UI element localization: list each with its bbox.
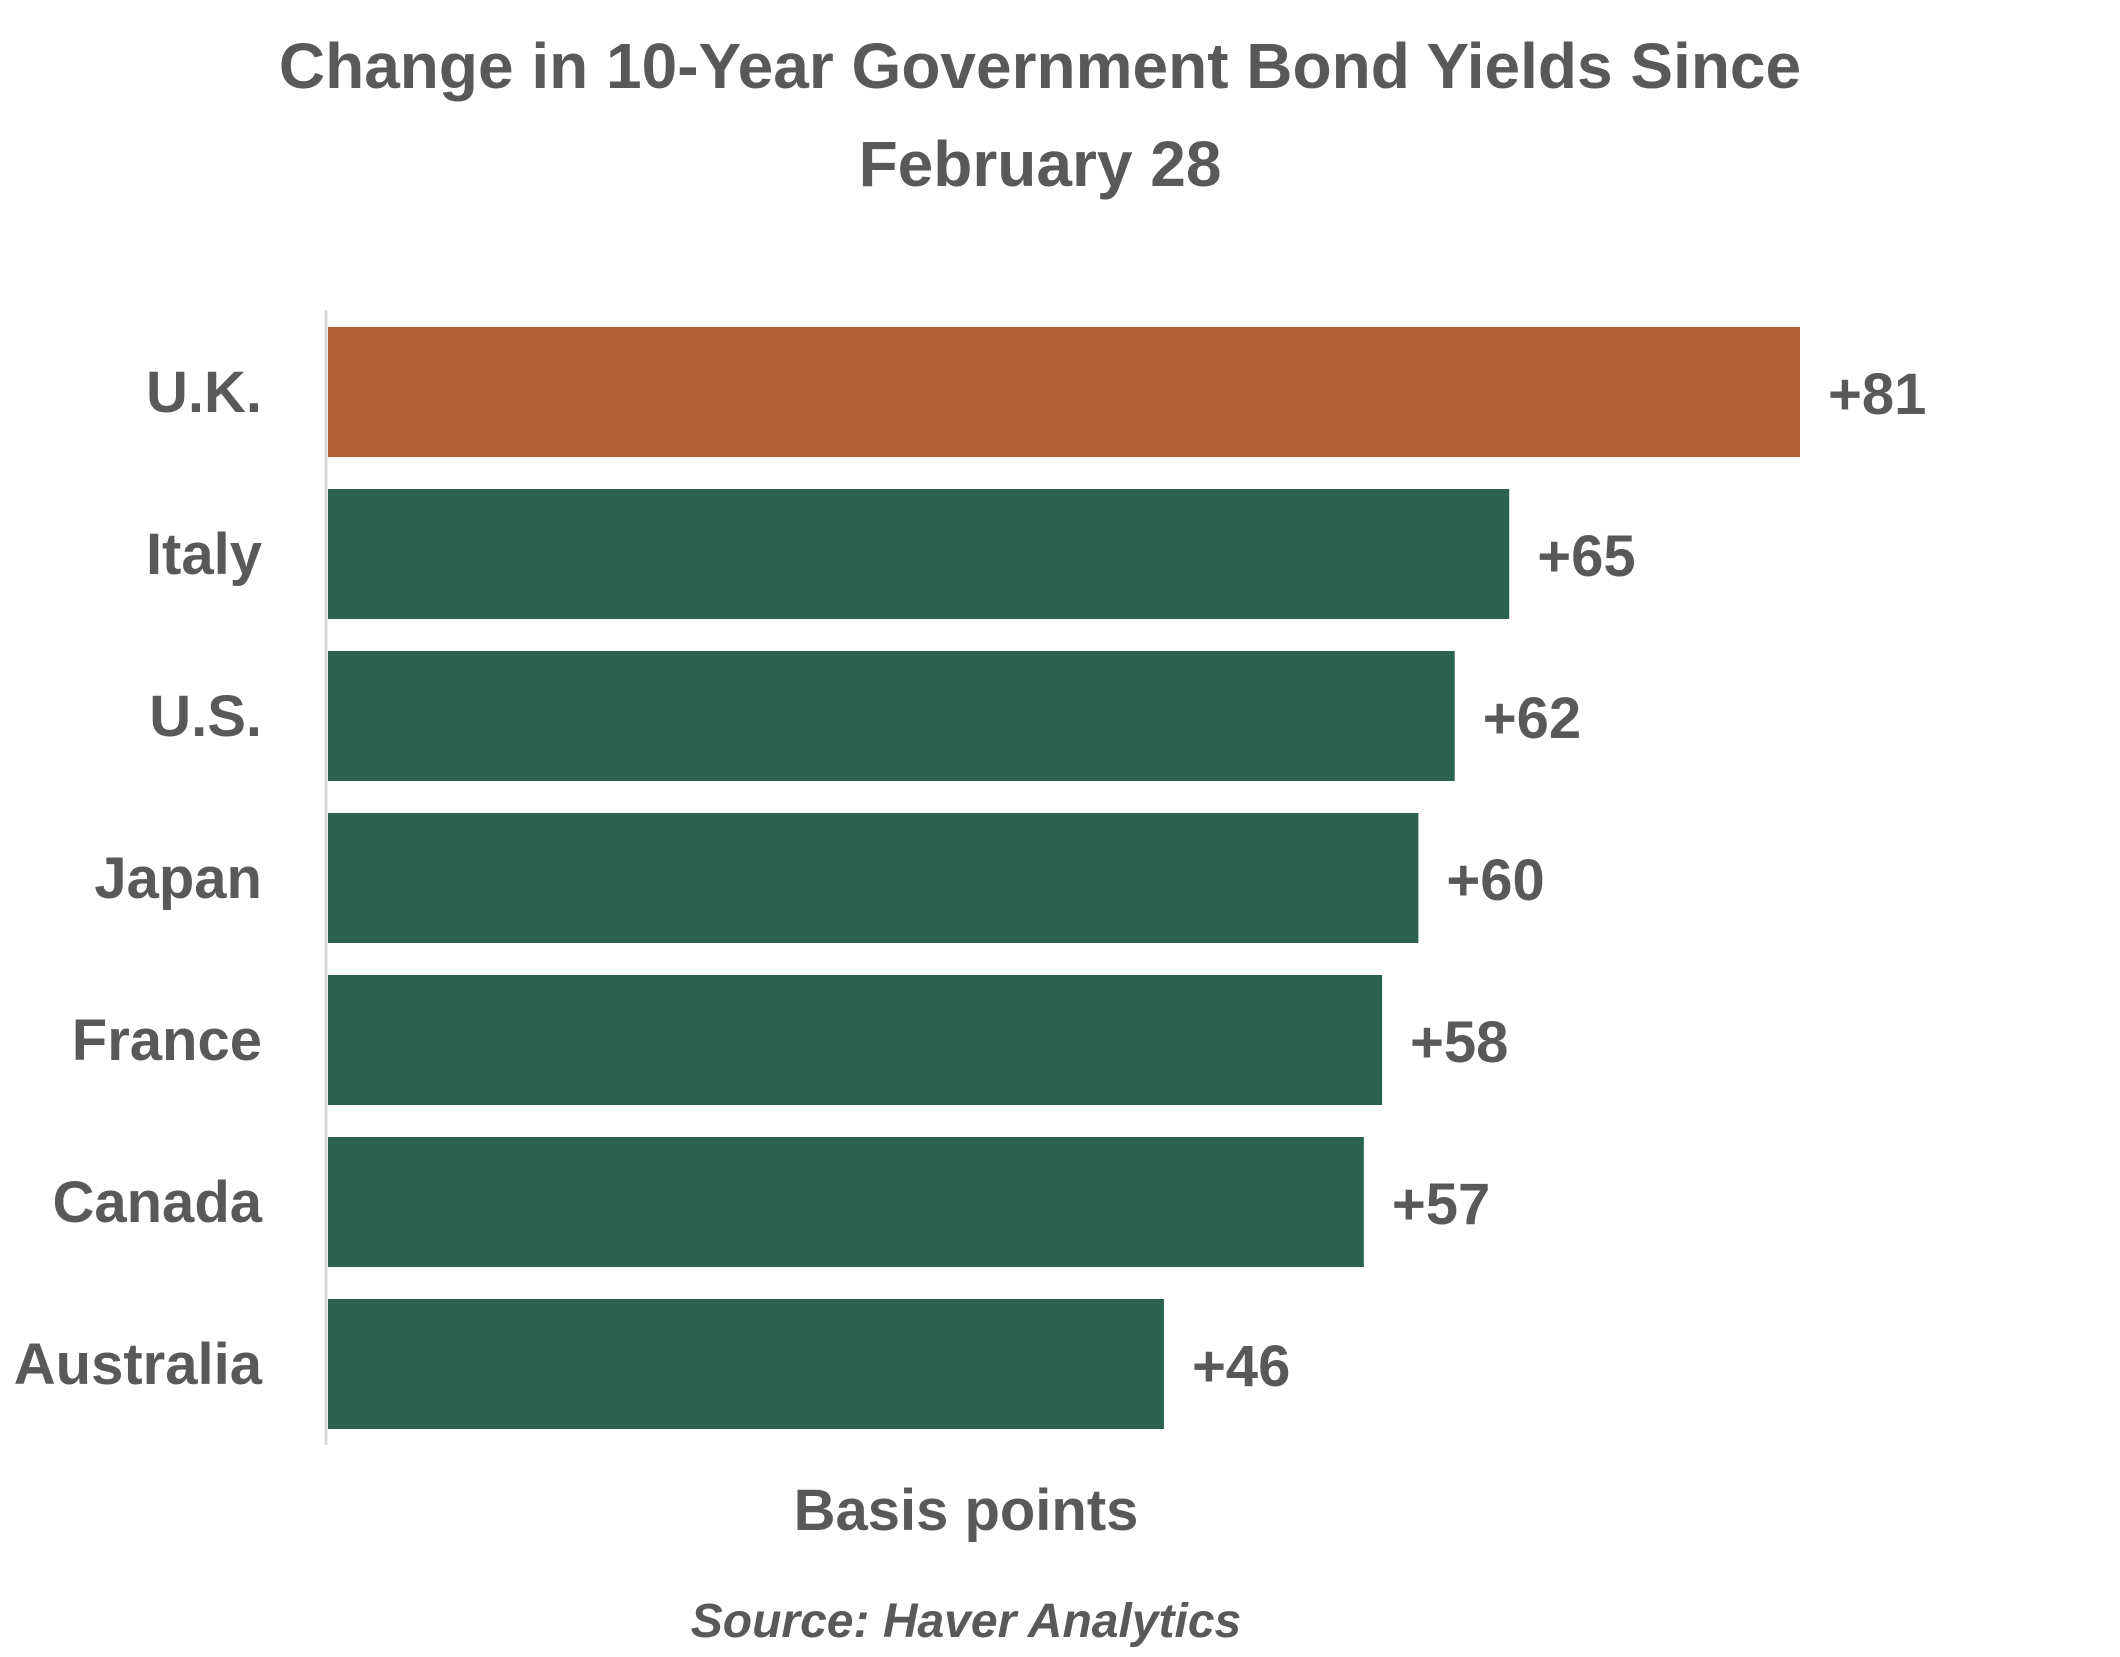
- bar-italy: [328, 489, 1510, 619]
- data-label-japan: +60: [1446, 848, 1544, 913]
- bar-france: [328, 975, 1383, 1105]
- bar-u-s: [328, 651, 1455, 781]
- data-label-australia: +46: [1192, 1334, 1290, 1399]
- bar-japan: [328, 813, 1419, 943]
- data-label-italy: +65: [1537, 524, 1635, 589]
- bar-canada: [328, 1137, 1364, 1267]
- source-note: Source: Haver Analytics: [691, 1595, 1241, 1648]
- category-label-japan: Japan: [94, 846, 262, 911]
- bars-group: [328, 327, 1800, 1429]
- category-label-italy: Italy: [146, 522, 262, 587]
- data-label-u-k: +81: [1828, 362, 1926, 427]
- data-label-u-s: +62: [1483, 686, 1581, 751]
- category-label-canada: Canada: [52, 1170, 262, 1235]
- x-axis-label: Basis points: [794, 1478, 1139, 1543]
- data-label-france: +58: [1410, 1010, 1508, 1075]
- data-labels-group: +81 +65 +62 +60 +58 +57 +46: [1192, 362, 1926, 1399]
- category-label-u-k: U.K.: [146, 360, 262, 425]
- category-label-france: France: [72, 1008, 262, 1073]
- bar-australia: [328, 1299, 1164, 1429]
- category-labels-group: U.K. Italy U.S. Japan France Canada Australia: [14, 360, 263, 1397]
- category-label-u-s: U.S.: [149, 684, 262, 749]
- chart-title-line-2: February 28: [859, 128, 1222, 200]
- category-label-australia: Australia: [14, 1332, 263, 1397]
- data-label-canada: +57: [1392, 1172, 1490, 1237]
- bar-u-k: [328, 327, 1800, 457]
- chart-title-line-1: Change in 10-Year Government Bond Yields…: [279, 30, 1801, 102]
